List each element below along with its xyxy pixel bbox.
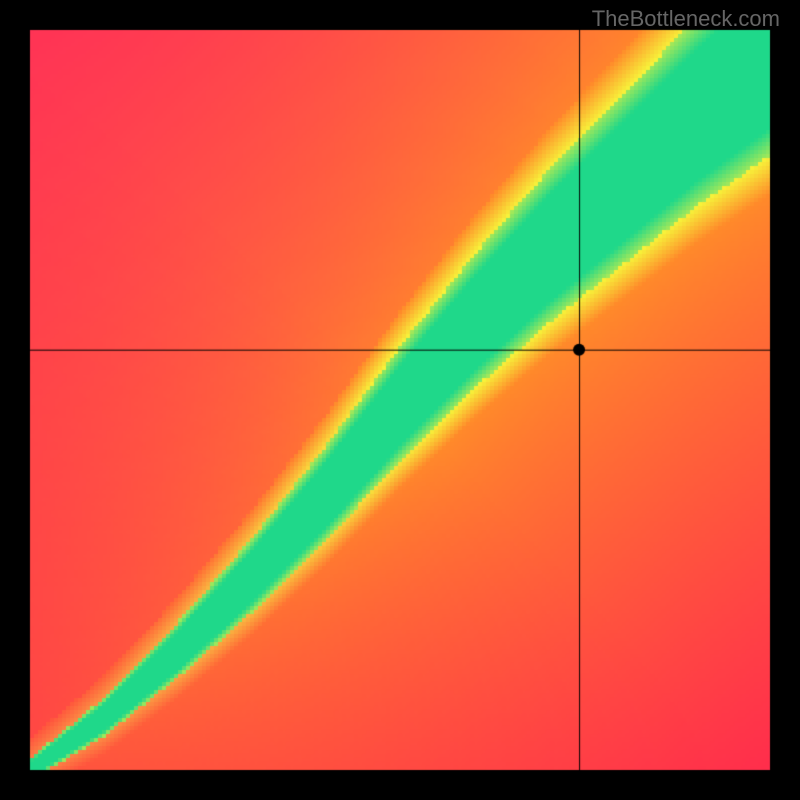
watermark-text: TheBottleneck.com: [592, 6, 780, 32]
chart-container: { "watermark": { "text": "TheBottleneck.…: [0, 0, 800, 800]
bottleneck-heatmap: [0, 0, 800, 800]
